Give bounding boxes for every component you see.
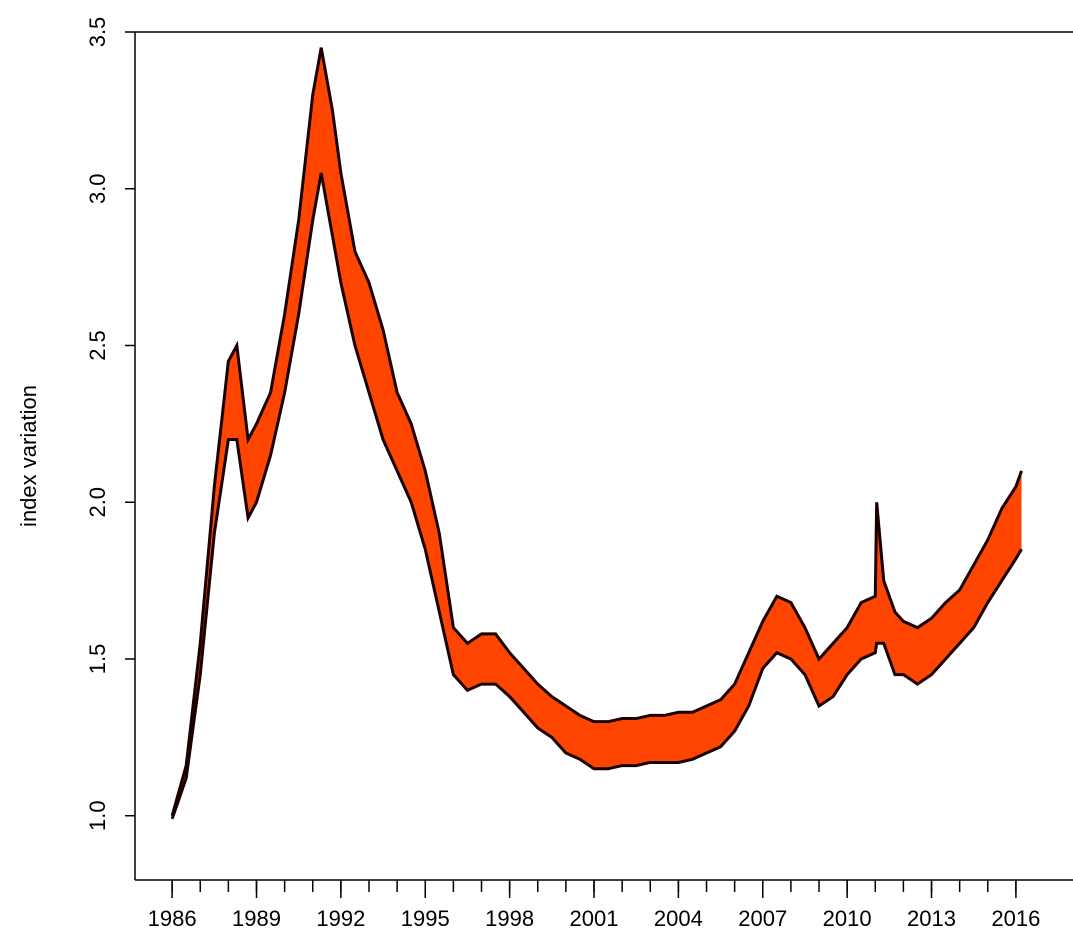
y-tick-label: 3.0 xyxy=(85,173,110,204)
x-tick-label: 1986 xyxy=(148,906,197,931)
x-tick-label: 1992 xyxy=(316,906,365,931)
x-tick-label: 1995 xyxy=(401,906,450,931)
x-tick-label: 2007 xyxy=(738,906,787,931)
x-tick-label: 2016 xyxy=(991,906,1040,931)
x-tick-label: 2010 xyxy=(823,906,872,931)
x-tick-label: 1998 xyxy=(485,906,534,931)
y-axis-label: index variation xyxy=(16,385,41,527)
x-tick-label: 2004 xyxy=(654,906,703,931)
y-tick-label: 2.5 xyxy=(85,330,110,361)
y-tick-label: 3.5 xyxy=(85,17,110,48)
x-tick-label: 1989 xyxy=(232,906,281,931)
series-line xyxy=(170,172,1023,820)
band-area xyxy=(172,47,1022,819)
series-line xyxy=(170,47,1023,817)
x-tick-label: 2001 xyxy=(570,906,619,931)
x-tick-label: 2013 xyxy=(907,906,956,931)
y-tick-label: 1.0 xyxy=(85,800,110,831)
y-tick-label: 2.0 xyxy=(85,487,110,518)
y-tick-label: 1.5 xyxy=(85,644,110,675)
